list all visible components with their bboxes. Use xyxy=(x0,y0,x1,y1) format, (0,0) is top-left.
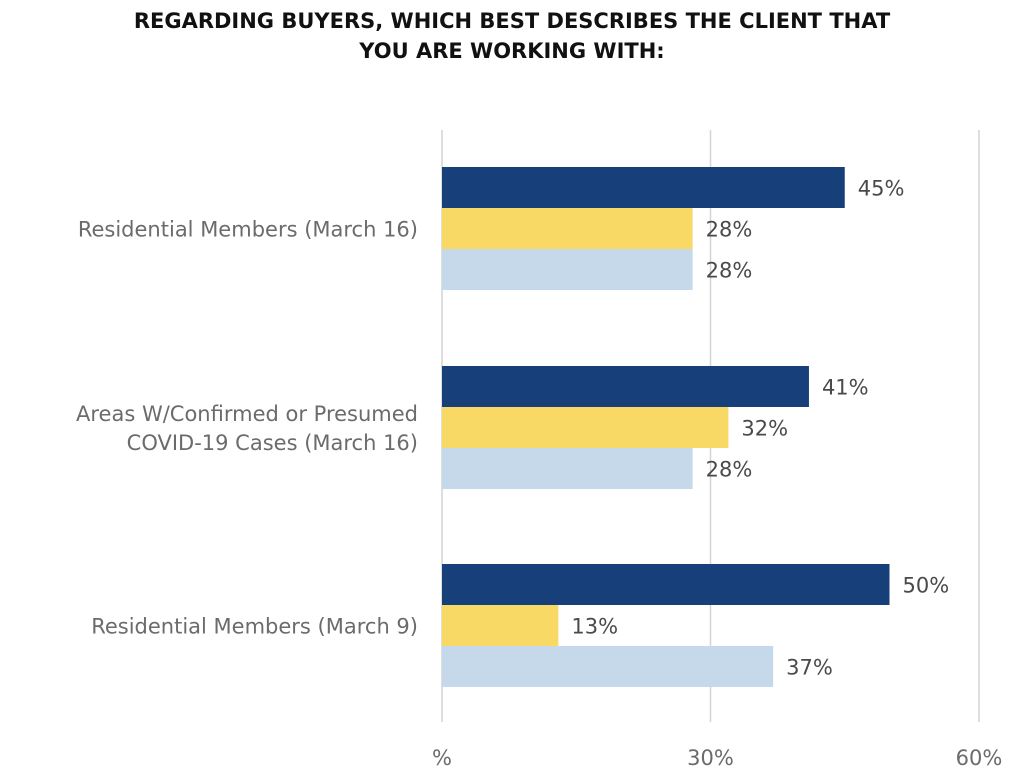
data-label: 13% xyxy=(571,615,618,639)
x-tick-label: % xyxy=(432,746,452,770)
bar xyxy=(442,646,774,687)
labels: % 30% 60% 45% 28% 28% Residential Members (Mar… xyxy=(76,177,1002,771)
bar xyxy=(442,407,729,448)
category-label: Residential Members (March 9) xyxy=(91,615,418,639)
data-label: 37% xyxy=(786,656,833,680)
data-label: 28% xyxy=(706,259,753,283)
x-tick-label: 30% xyxy=(687,746,734,770)
bar xyxy=(442,564,890,605)
chart-title-line: REGARDING BUYERS, WHICH BEST DESCRIBES T… xyxy=(133,9,891,33)
bar xyxy=(442,249,693,290)
bar xyxy=(442,366,809,407)
category-label: Residential Members (March 16) xyxy=(78,218,418,242)
data-label: 50% xyxy=(903,574,950,598)
category-label: COVID-19 Cases (March 16) xyxy=(127,431,418,455)
data-label: 41% xyxy=(822,376,869,400)
x-tick-label: 60% xyxy=(956,746,1003,770)
bar xyxy=(442,167,845,208)
chart-title: REGARDING BUYERS, WHICH BEST DESCRIBES T… xyxy=(0,6,1024,66)
bar xyxy=(442,448,693,489)
bar xyxy=(442,208,693,249)
data-label: 45% xyxy=(858,177,905,201)
data-label: 28% xyxy=(706,458,753,482)
bars xyxy=(442,167,890,687)
data-label: 32% xyxy=(741,417,788,441)
chart-title-line: YOU ARE WORKING WITH: xyxy=(359,39,665,63)
category-label: Areas W/Confirmed or Presumed xyxy=(76,402,418,426)
data-label: 28% xyxy=(706,218,753,242)
bar xyxy=(442,605,559,646)
